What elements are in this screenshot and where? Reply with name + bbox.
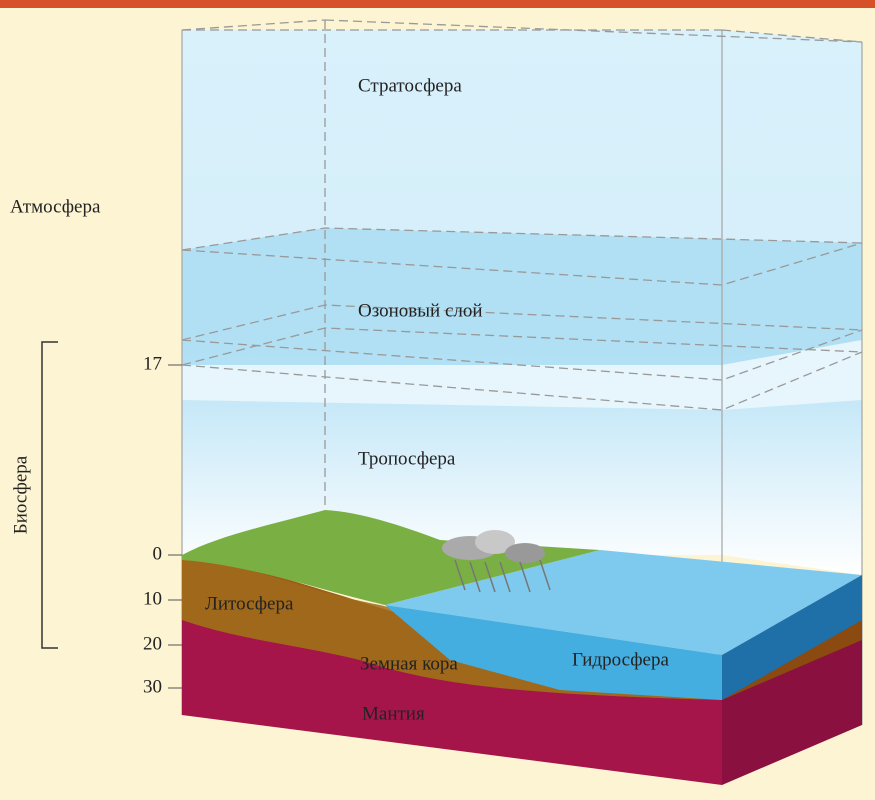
ozone-label: Озоновый слой bbox=[358, 300, 483, 321]
scale-label: 17 bbox=[143, 353, 162, 374]
ozone-band bbox=[182, 228, 862, 365]
scale-label: 10 bbox=[143, 588, 162, 609]
crust-label: Земная кора bbox=[360, 653, 458, 674]
troposphere-label: Тропосфера bbox=[358, 448, 456, 469]
lithosphere-label: Литосфера bbox=[205, 593, 294, 614]
scale-label: 30 bbox=[143, 676, 162, 697]
scale-label: 0 bbox=[153, 543, 163, 564]
atmosphere-label: Атмосфера bbox=[10, 196, 101, 217]
biosphere-label: Биосфера bbox=[10, 455, 31, 534]
edge bbox=[324, 19, 863, 43]
cloud bbox=[442, 530, 551, 593]
edge bbox=[181, 19, 326, 31]
ozone-bottom bbox=[181, 304, 863, 381]
land bbox=[182, 510, 600, 605]
ozone-top bbox=[181, 227, 863, 286]
top-bar bbox=[0, 0, 875, 8]
scale-ticks bbox=[168, 364, 182, 689]
tropopause bbox=[181, 327, 863, 411]
scale-label: 20 bbox=[143, 633, 162, 654]
edge bbox=[721, 29, 863, 43]
ocean-front bbox=[385, 605, 722, 700]
biosphere-bracket bbox=[41, 341, 58, 649]
ozone-gap bbox=[182, 340, 862, 410]
hydrosphere-label: Гидросфера bbox=[572, 649, 669, 670]
ocean-side bbox=[722, 575, 862, 700]
mantle-label: Мантия bbox=[362, 703, 425, 724]
stratosphere-label: Стратосфера bbox=[358, 75, 462, 96]
